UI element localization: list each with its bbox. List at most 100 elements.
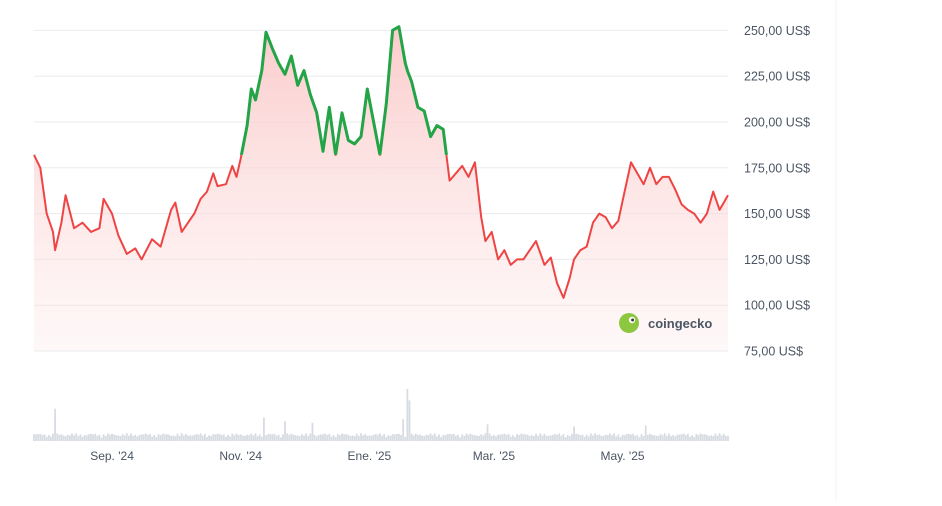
volume-bar — [267, 434, 270, 441]
volume-bar — [248, 435, 251, 441]
volume-bar — [495, 436, 497, 441]
gecko-logo-pupil — [631, 318, 635, 322]
volume-bar — [155, 437, 158, 441]
volume-bar — [125, 433, 128, 441]
volume-bar — [330, 436, 333, 441]
volume-bar — [452, 433, 455, 441]
volume-bar — [56, 433, 59, 441]
volume-bar — [151, 436, 154, 441]
volume-bar — [279, 437, 282, 441]
volume-bar — [552, 434, 554, 441]
volume-bar — [503, 433, 506, 441]
volume-bar — [482, 435, 485, 441]
volume-bar — [349, 435, 352, 441]
volume-bar — [412, 435, 415, 441]
volume-bar — [336, 434, 339, 441]
volume-bar — [600, 435, 603, 441]
volume-bar — [210, 436, 213, 441]
volume-bar — [668, 433, 670, 441]
volume-bar — [566, 435, 569, 441]
volume-bar — [543, 433, 546, 441]
volume-bar — [92, 434, 94, 441]
volume-bar — [197, 434, 200, 441]
y-tick-label: 250,00 US$ — [744, 24, 810, 38]
volume-bar — [49, 436, 52, 441]
volume-bar — [556, 434, 559, 441]
volume-bar — [381, 435, 383, 441]
volume-bar — [233, 435, 236, 441]
volume-bar — [492, 434, 495, 441]
volume-bar — [665, 435, 668, 441]
volume-bar — [85, 435, 88, 441]
volume-bar — [138, 434, 141, 441]
volume-bar — [655, 435, 658, 441]
volume-bar — [511, 435, 514, 441]
volume-bar — [235, 433, 238, 441]
volume-bar — [360, 433, 362, 441]
volume-bar — [132, 435, 135, 441]
volume-bar — [459, 437, 462, 441]
volume-bar — [227, 434, 229, 441]
volume-bar — [490, 436, 493, 441]
volume-bar — [109, 434, 111, 441]
volume-bar — [699, 433, 702, 441]
volume-bar — [476, 435, 478, 441]
volume-bar — [469, 433, 472, 441]
volume-bar — [104, 435, 107, 441]
volume-bar — [246, 434, 248, 441]
volume-bar — [45, 436, 48, 441]
volume-bar — [119, 436, 122, 441]
volume-bar — [368, 435, 371, 441]
volume-bar — [98, 434, 101, 441]
volume-bar — [680, 434, 683, 441]
volume-bar — [423, 435, 426, 441]
volume-bar — [514, 436, 516, 441]
volume-bar — [684, 434, 687, 441]
volume-bar — [526, 434, 529, 441]
volume-bar — [357, 435, 360, 441]
volume-bar — [189, 435, 191, 441]
volume-bar — [300, 434, 303, 441]
volume-bar — [206, 437, 208, 441]
volume-bar — [594, 433, 597, 441]
volume-bar — [708, 436, 710, 441]
volume-bar — [710, 435, 713, 441]
volume-bar — [54, 408, 56, 441]
price-area-fill — [34, 26, 728, 351]
y-tick-label: 150,00 US$ — [744, 207, 810, 221]
x-tick-label: Sep. '24 — [90, 449, 134, 463]
volume-bar — [47, 434, 50, 441]
volume-bar — [35, 434, 38, 441]
volume-bar — [714, 433, 717, 441]
volume-bar — [516, 434, 518, 441]
volume-bar — [478, 435, 480, 441]
volume-bar — [64, 436, 67, 441]
volume-bar — [317, 434, 320, 441]
volume-bar — [341, 433, 343, 441]
volume-bar — [136, 436, 139, 441]
volume-bar — [695, 433, 698, 441]
volume-bar — [231, 433, 234, 441]
volume-bar — [602, 435, 605, 441]
volume-bar — [568, 436, 571, 441]
volume-bar — [623, 435, 626, 441]
volume-bar — [471, 434, 474, 441]
volume-bar — [457, 434, 459, 441]
volume-bar — [275, 435, 278, 441]
y-tick-label: 100,00 US$ — [744, 299, 810, 313]
x-tick-label: May. '25 — [600, 449, 644, 463]
volume-bar — [250, 433, 253, 441]
volume-bar — [355, 433, 358, 441]
volume-bar — [102, 434, 105, 441]
coingecko-wordmark: coingecko — [648, 316, 712, 331]
volume-bar — [691, 435, 694, 441]
volume-bar — [52, 433, 54, 441]
volume-bar — [144, 433, 147, 441]
volume-bar — [351, 435, 354, 441]
volume-bar — [71, 433, 73, 441]
volume-bar — [184, 433, 187, 441]
volume-bar — [596, 435, 599, 441]
y-tick-label: 200,00 US$ — [744, 115, 810, 129]
volume-bar — [520, 433, 523, 441]
volume-bar — [689, 436, 691, 441]
